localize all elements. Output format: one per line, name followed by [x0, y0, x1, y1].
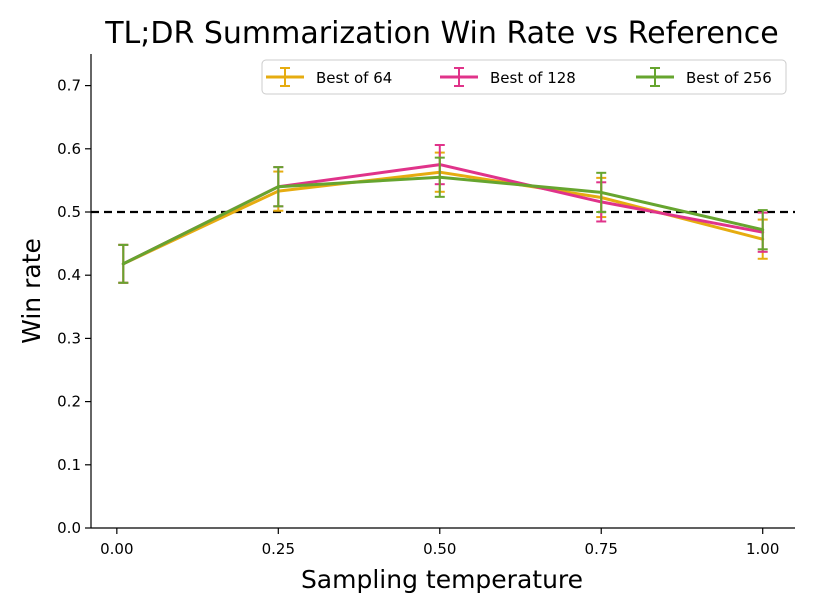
series-2 [118, 144, 768, 284]
legend-item: Best of 128 [440, 67, 576, 87]
y-axis-label: Win rate [17, 238, 46, 344]
axes: 0.0 0.1 0.2 0.3 0.4 0.5 0.6 0.7 0.00 0.25 0.50 0.75… [57, 54, 795, 558]
y-tick-label: 0.2 [57, 393, 81, 411]
data-point [761, 228, 765, 232]
x-tick-label: 0.25 [262, 540, 295, 558]
series-line [122, 163, 763, 266]
legend: Best of 64 Best of 128 Best of 256 [261, 59, 787, 95]
y-tick-label: 0.0 [57, 519, 81, 537]
legend-label: Best of 128 [490, 69, 576, 87]
data-point [276, 185, 280, 189]
data-point [438, 175, 442, 179]
y-tick-label: 0.5 [57, 203, 81, 221]
series-layer [118, 144, 768, 284]
x-axis-label: Sampling temperature [301, 565, 583, 594]
x-tick-label: 0.75 [585, 540, 618, 558]
x-tick-label: 0.00 [100, 540, 133, 558]
data-point [121, 262, 125, 266]
y-tick-label: 0.4 [57, 266, 81, 284]
series-3 [118, 156, 768, 284]
legend-item: Best of 256 [636, 67, 772, 87]
legend-item: Best of 64 [266, 67, 392, 87]
series-line [122, 175, 764, 266]
x-tick-label: 0.50 [423, 540, 456, 558]
legend-label: Best of 64 [316, 69, 392, 87]
series-line [122, 170, 764, 266]
y-tick-label: 0.3 [57, 329, 81, 347]
data-point [599, 190, 603, 194]
legend-label: Best of 256 [686, 69, 772, 87]
y-tick-label: 0.1 [57, 456, 81, 474]
x-tick-label: 1.00 [746, 540, 779, 558]
chart-title: TL;DR Summarization Win Rate vs Referenc… [104, 16, 779, 51]
y-tick-label: 0.7 [57, 77, 81, 95]
y-tick-label: 0.6 [57, 140, 81, 158]
